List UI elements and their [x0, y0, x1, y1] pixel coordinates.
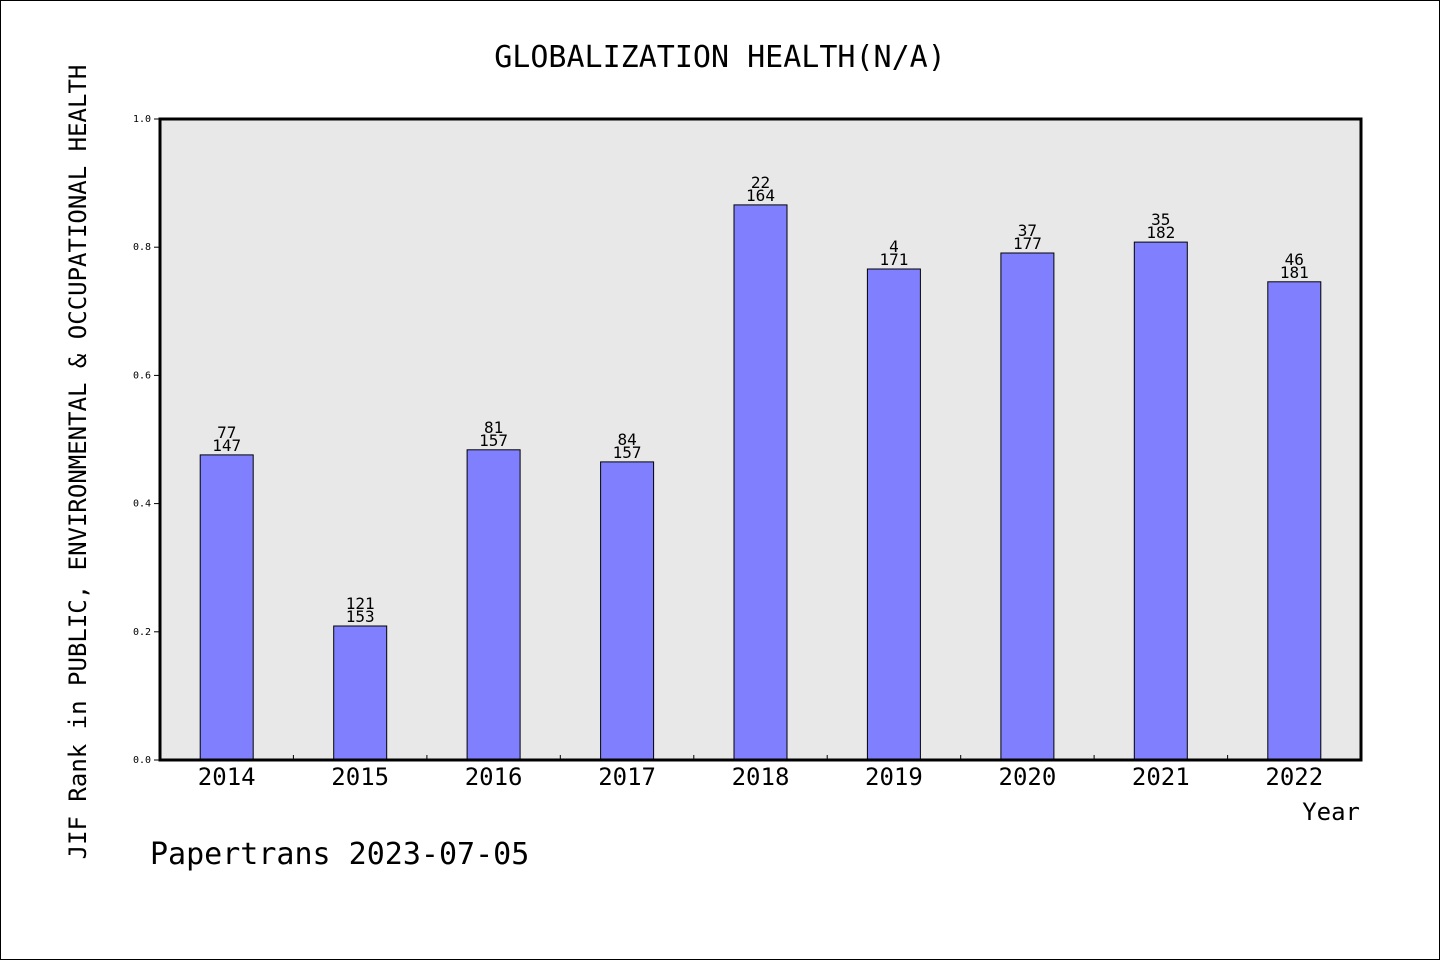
bar-rank-label-2016: 81 [484, 418, 503, 437]
y-tick-label: 0.6 [133, 370, 151, 381]
bar-total-label-2017: 157 [613, 443, 642, 462]
y-tick-label: 0.4 [133, 499, 151, 510]
y-tick-label: 0.8 [133, 242, 151, 253]
x-tick-label-2022: 2022 [1265, 763, 1323, 791]
x-tick-label-2020: 2020 [999, 763, 1057, 791]
bar-2015 [333, 625, 388, 761]
bar-total-label-2022: 181 [1280, 263, 1309, 282]
bar-total-label-2014: 147 [212, 436, 241, 455]
bar-rank-label-2014: 77 [217, 423, 236, 442]
bar-total-label-2018: 164 [746, 186, 775, 205]
y-axis-label: JIF Rank in PUBLIC, ENVIRONMENTAL & OCCU… [64, 65, 92, 860]
bars-group [199, 204, 1322, 761]
bar-2019 [866, 268, 921, 761]
bar-rank-label-2021: 35 [1151, 210, 1170, 229]
bar-total-label-2020: 177 [1013, 234, 1042, 253]
bar-rank-label-2020: 37 [1018, 221, 1037, 240]
plot-border [158, 117, 1363, 762]
bar-total-label-2019: 171 [879, 250, 908, 269]
bar-2021 [1133, 241, 1188, 761]
x-tick-label-2017: 2017 [598, 763, 656, 791]
bar-total-label-2015: 153 [346, 607, 375, 626]
bar-total-label-2021: 182 [1146, 223, 1175, 242]
x-axis-label: Year [1302, 798, 1360, 826]
x-tick-label-2016: 2016 [465, 763, 523, 791]
bar-rank-label-2018: 22 [751, 173, 770, 192]
chart-title: GLOBALIZATION HEALTH(N/A) [494, 40, 946, 75]
bar-2017 [600, 461, 655, 761]
x-tick-label-2015: 2015 [331, 763, 389, 791]
y-tick-label: 0.0 [133, 755, 151, 766]
bar-2022 [1267, 281, 1322, 761]
footer-text: Papertrans 2023-07-05 [150, 837, 529, 872]
bar-total-label-2016: 157 [479, 431, 508, 450]
x-tick-label-2021: 2021 [1132, 763, 1190, 791]
bar-2020 [1000, 252, 1055, 761]
bar-2014 [199, 454, 254, 761]
bar-rank-label-2022: 46 [1285, 250, 1304, 269]
x-tick-label-2019: 2019 [865, 763, 923, 791]
bar-rank-label-2017: 84 [617, 430, 636, 449]
x-tick-label-2018: 2018 [732, 763, 790, 791]
y-tick-label: 1.0 [133, 114, 151, 125]
axes-group: 2014 2015 2016 2017 2018 2019 2020 2021 2022 0.0 0… [133, 114, 1323, 791]
bar-rank-label-2015: 121 [346, 594, 375, 613]
bar-2016 [466, 449, 521, 761]
y-tick-label: 0.2 [133, 627, 151, 638]
bar-rank-label-2019: 4 [889, 237, 899, 256]
x-tick-label-2014: 2014 [198, 763, 256, 791]
